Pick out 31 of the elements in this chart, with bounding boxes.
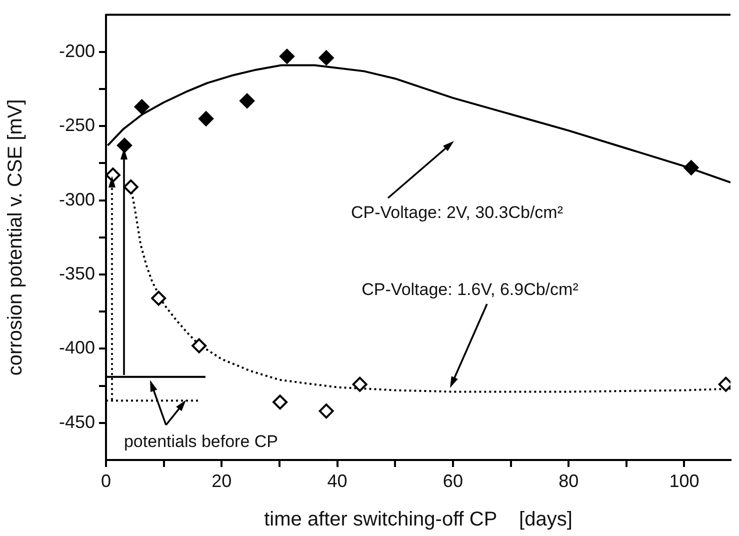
x-tick-label: 20	[212, 470, 232, 491]
y-axis-title: corrosion potential v. CSE [mV]	[4, 99, 27, 376]
point	[192, 338, 207, 354]
annotation: potentials before CP	[124, 432, 278, 452]
x-tick-label: 40	[327, 470, 348, 491]
point	[123, 179, 138, 194]
annotation: CP-Voltage: 1.6V, 6.9Cb/cm²	[362, 280, 578, 300]
point	[279, 48, 294, 64]
point	[151, 290, 166, 306]
y-tick-label: -200	[58, 40, 95, 61]
x-axis-title: time after switching-off CP [days]	[264, 508, 572, 531]
point	[318, 404, 334, 419]
point	[352, 376, 368, 392]
x-tick-label: 0	[100, 470, 112, 491]
point	[198, 111, 214, 126]
y-tick-label: -300	[58, 189, 95, 210]
point	[272, 394, 288, 410]
point	[117, 138, 132, 153]
x-tick-label: 100	[669, 470, 700, 491]
x-tick-label: 60	[442, 470, 463, 491]
point	[684, 160, 699, 176]
y-tick-label: -450	[58, 412, 95, 432]
x-tick-label: 80	[558, 470, 579, 491]
point	[134, 99, 150, 114]
y-tick-label: -350	[58, 263, 95, 284]
y-tick-label: -250	[58, 115, 95, 136]
annotation: CP-Voltage: 2V, 30.3Cb/cm²	[351, 203, 563, 223]
point	[106, 168, 120, 183]
point	[240, 93, 255, 108]
point	[318, 50, 334, 66]
y-tick-label: -400	[58, 338, 95, 358]
